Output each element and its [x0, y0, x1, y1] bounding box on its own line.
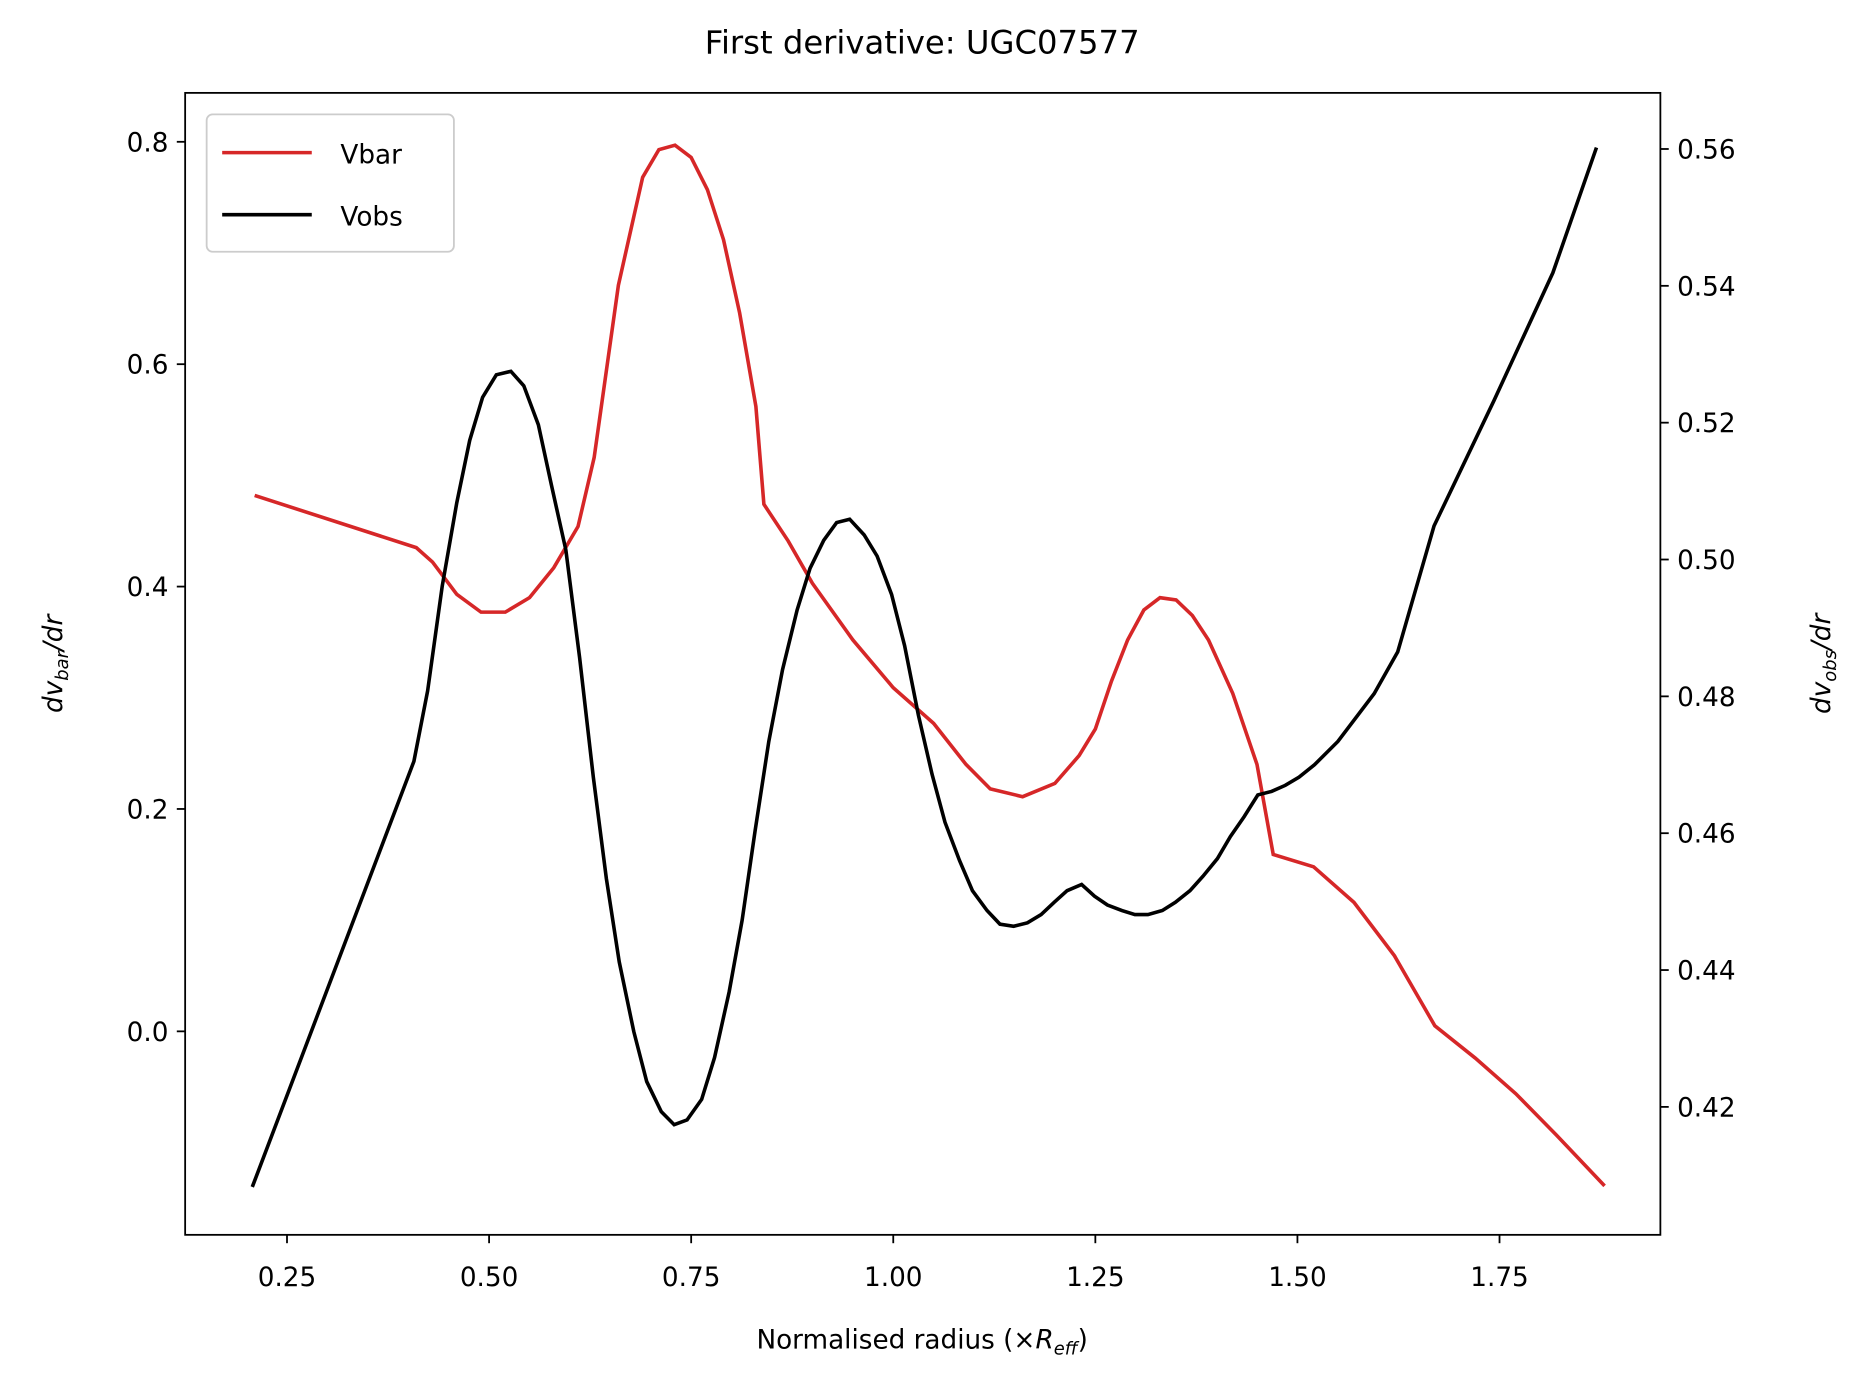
- y-axis-label-part: bar: [52, 649, 73, 680]
- y-tick-label: 0.0: [127, 1018, 169, 1048]
- y2-axis-label-part: v: [1807, 681, 1837, 697]
- x-axis-label-part: eff: [1054, 1338, 1080, 1359]
- y-axis-label-part: dr: [39, 613, 69, 643]
- y2-axis-label-part: /: [1807, 638, 1837, 652]
- x-axis-label: Normalised radius (×Reff): [756, 1325, 1087, 1359]
- x-tick-label: 1.25: [1066, 1263, 1124, 1293]
- x-axis-label-part: R: [1035, 1325, 1053, 1355]
- y-axis-label: dvbar/dr: [39, 613, 73, 713]
- y-tick-label: 0.2: [127, 796, 169, 826]
- y-axis-label-part: v: [39, 680, 69, 696]
- y2-tick-label: 0.54: [1677, 272, 1735, 302]
- x-tick-label: 1.75: [1470, 1263, 1528, 1293]
- y2-tick-label: 0.50: [1677, 546, 1735, 576]
- legend-label: Vobs: [340, 202, 402, 232]
- y2-axis-label: dvobs/dr: [1807, 612, 1841, 714]
- y-axis-label-part: /: [39, 639, 69, 653]
- plot-frame: [184, 91, 1662, 1236]
- legend: Vbar Vobs: [205, 113, 455, 253]
- x-axis-label-part: ): [1078, 1325, 1088, 1355]
- x-tick-label: 0.25: [258, 1263, 316, 1293]
- y2-axis-label-part: d: [1807, 697, 1837, 714]
- x-tick-label: 1.00: [864, 1263, 922, 1293]
- y2-tick-label: 0.44: [1677, 957, 1735, 987]
- y2-axis-label-part: dr: [1807, 612, 1837, 642]
- y2-tick-label: 0.48: [1677, 683, 1735, 713]
- x-tick-label: 1.50: [1268, 1263, 1326, 1293]
- y2-tick-label: 0.56: [1677, 136, 1735, 166]
- y-tick-label: 0.8: [127, 128, 169, 158]
- y2-tick-label: 0.46: [1677, 820, 1735, 850]
- legend-frame: [205, 113, 455, 253]
- x-tick-label: 0.75: [662, 1263, 720, 1293]
- y2-tick-label: 0.42: [1677, 1093, 1735, 1123]
- x-axis-label-part: Normalised radius (×: [756, 1325, 1035, 1355]
- y2-tick-label: 0.52: [1677, 409, 1735, 439]
- chart-title: First derivative: UGC07577: [705, 23, 1140, 61]
- series-line: [254, 143, 1606, 1188]
- y-tick-label: 0.4: [127, 573, 169, 603]
- y2-axis-label-part: obs: [1820, 650, 1841, 682]
- x-tick-label: 0.50: [460, 1263, 518, 1293]
- legend-label: Vbar: [340, 140, 402, 170]
- y-axis-label-part: d: [39, 696, 69, 713]
- y-tick-label: 0.6: [127, 351, 169, 381]
- series-line: [250, 147, 1599, 1188]
